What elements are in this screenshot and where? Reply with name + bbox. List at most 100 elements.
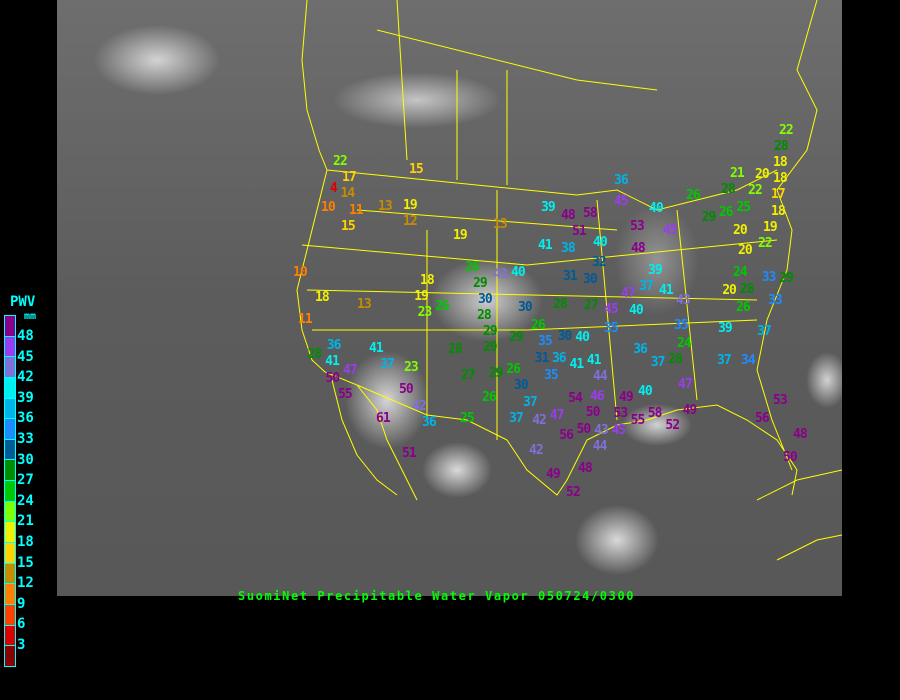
station-pwv-label: 29 <box>488 365 504 381</box>
station-pwv-label: 51 <box>572 224 587 240</box>
station-pwv-label: 19 <box>403 197 418 213</box>
interior-lines <box>301 190 778 440</box>
station-pwv-label: 50 <box>783 449 798 465</box>
station-pwv-label: 37 <box>757 323 772 339</box>
station-pwv-label: 26 <box>465 259 480 275</box>
legend-label: 39 <box>17 389 34 406</box>
colorbar-swatch <box>5 481 15 502</box>
station-pwv-label: 51 <box>402 445 417 461</box>
station-pwv-label: 23 <box>417 305 433 321</box>
station-pwv-label: 39 <box>718 320 733 336</box>
station-pwv-label: 26 <box>531 318 546 334</box>
station-pwv-label: 45 <box>614 193 629 209</box>
station-pwv-label: 43 <box>493 266 508 282</box>
station-pwv-label: 53 <box>630 218 645 234</box>
station-pwv-label: 18 <box>773 154 788 170</box>
colorbar-swatch <box>5 460 15 482</box>
station-pwv-label: 49 <box>619 389 634 405</box>
station-pwv-label: 54 <box>568 390 583 406</box>
station-pwv-label: 26 <box>482 389 497 405</box>
station-pwv-label: 28 <box>739 281 755 297</box>
legend-label: 3 <box>17 637 26 653</box>
station-pwv-label: 45 <box>604 301 619 317</box>
colorbar-swatch <box>5 357 15 378</box>
legend-label: 18 <box>17 534 34 550</box>
east-coast <box>756 0 818 471</box>
colorbar-swatch <box>5 336 15 358</box>
station-pwv-label: 31 <box>534 350 550 366</box>
station-pwv-label: 52 <box>665 417 680 433</box>
station-pwv-label: 53 <box>613 406 629 422</box>
station-pwv-label: 50 <box>325 371 340 387</box>
station-pwv-label: 26 <box>736 299 751 315</box>
station-pwv-label: 20 <box>755 166 770 182</box>
station-pwv-label: 47 <box>343 362 358 378</box>
station-pwv-label: 36 <box>422 414 437 430</box>
station-pwv-label: 26 <box>686 187 701 203</box>
station-pwv-label: 22 <box>748 183 763 199</box>
canada-border <box>326 169 778 211</box>
station-pwv-label: 4 <box>329 180 338 196</box>
station-pwv-label: 10 <box>293 264 308 280</box>
colorbar-swatch <box>5 563 15 585</box>
colorbar-swatch <box>5 646 15 666</box>
station-pwv-label: 15 <box>341 218 356 234</box>
station-pwv-label: 49 <box>546 466 561 482</box>
station-pwv-label: 36 <box>633 341 648 357</box>
station-pwv-label: 19 <box>414 289 429 305</box>
station-pwv-label: 29 <box>779 270 794 286</box>
station-pwv-label: 17 <box>342 169 357 185</box>
station-pwv-label: 20 <box>738 242 753 258</box>
colorbar-swatch <box>5 604 15 626</box>
station-pwv-label: 15 <box>409 161 424 177</box>
legend-unit: mm <box>24 311 37 322</box>
station-pwv-label: 35 <box>544 367 559 383</box>
legend-title: PWV <box>10 294 36 310</box>
station-pwv-label: 18 <box>773 170 788 186</box>
station-pwv-label: 11 <box>349 202 364 218</box>
colorbar-swatch <box>5 584 15 605</box>
station-pwv-label: 52 <box>566 484 581 500</box>
station-pwv-label: 40 <box>638 383 653 399</box>
station-pwv-label: 18 <box>771 203 786 219</box>
station-pwv-label: 42 <box>529 442 544 458</box>
station-pwv-label: 35 <box>674 317 689 333</box>
station-pwv-label: 48 <box>561 207 576 223</box>
station-pwv-label: 36 <box>614 172 629 188</box>
satellite-map <box>57 0 842 596</box>
colorbar-swatch <box>5 625 15 647</box>
station-pwv-label: 26 <box>435 298 450 314</box>
legend-label: 12 <box>17 575 34 592</box>
station-pwv-label: 58 <box>583 205 598 221</box>
station-pwv-label: 20 <box>733 222 748 238</box>
station-pwv-label: 44 <box>593 368 608 384</box>
station-pwv-label: 29 <box>473 275 488 291</box>
station-pwv-label: 50 <box>585 405 601 421</box>
station-pwv-label: 44 <box>592 439 608 455</box>
west-coastline <box>296 0 418 501</box>
station-pwv-label: 17 <box>771 187 786 203</box>
station-pwv-label: 26 <box>718 204 734 220</box>
legend-label: 48 <box>17 328 34 344</box>
station-pwv-label: 48 <box>631 240 646 256</box>
station-pwv-label: 50 <box>576 421 592 437</box>
station-pwv-label: 22 <box>779 122 794 138</box>
station-pwv-label: 28 <box>307 346 323 362</box>
station-pwv-label: 37 <box>523 395 538 411</box>
station-pwv-label: 41 <box>659 282 674 298</box>
station-pwv-label: 28 <box>721 182 736 198</box>
station-pwv-label: 37 <box>717 352 732 368</box>
station-pwv-label: 47 <box>678 376 693 392</box>
station-pwv-label: 40 <box>629 302 644 318</box>
station-pwv-label: 28 <box>448 341 463 357</box>
station-pwv-label: 39 <box>541 199 556 215</box>
colorbar-swatch <box>5 439 15 461</box>
station-pwv-label: 40 <box>593 234 608 250</box>
station-pwv-label: 55 <box>338 387 353 403</box>
station-pwv-label: 40 <box>649 200 664 216</box>
station-pwv-label: 37 <box>509 411 524 427</box>
station-pwv-label: 19 <box>763 219 778 235</box>
legend-label: 42 <box>17 369 34 386</box>
station-pwv-label: 41 <box>369 340 384 356</box>
station-pwv-label: 12 <box>403 214 418 230</box>
